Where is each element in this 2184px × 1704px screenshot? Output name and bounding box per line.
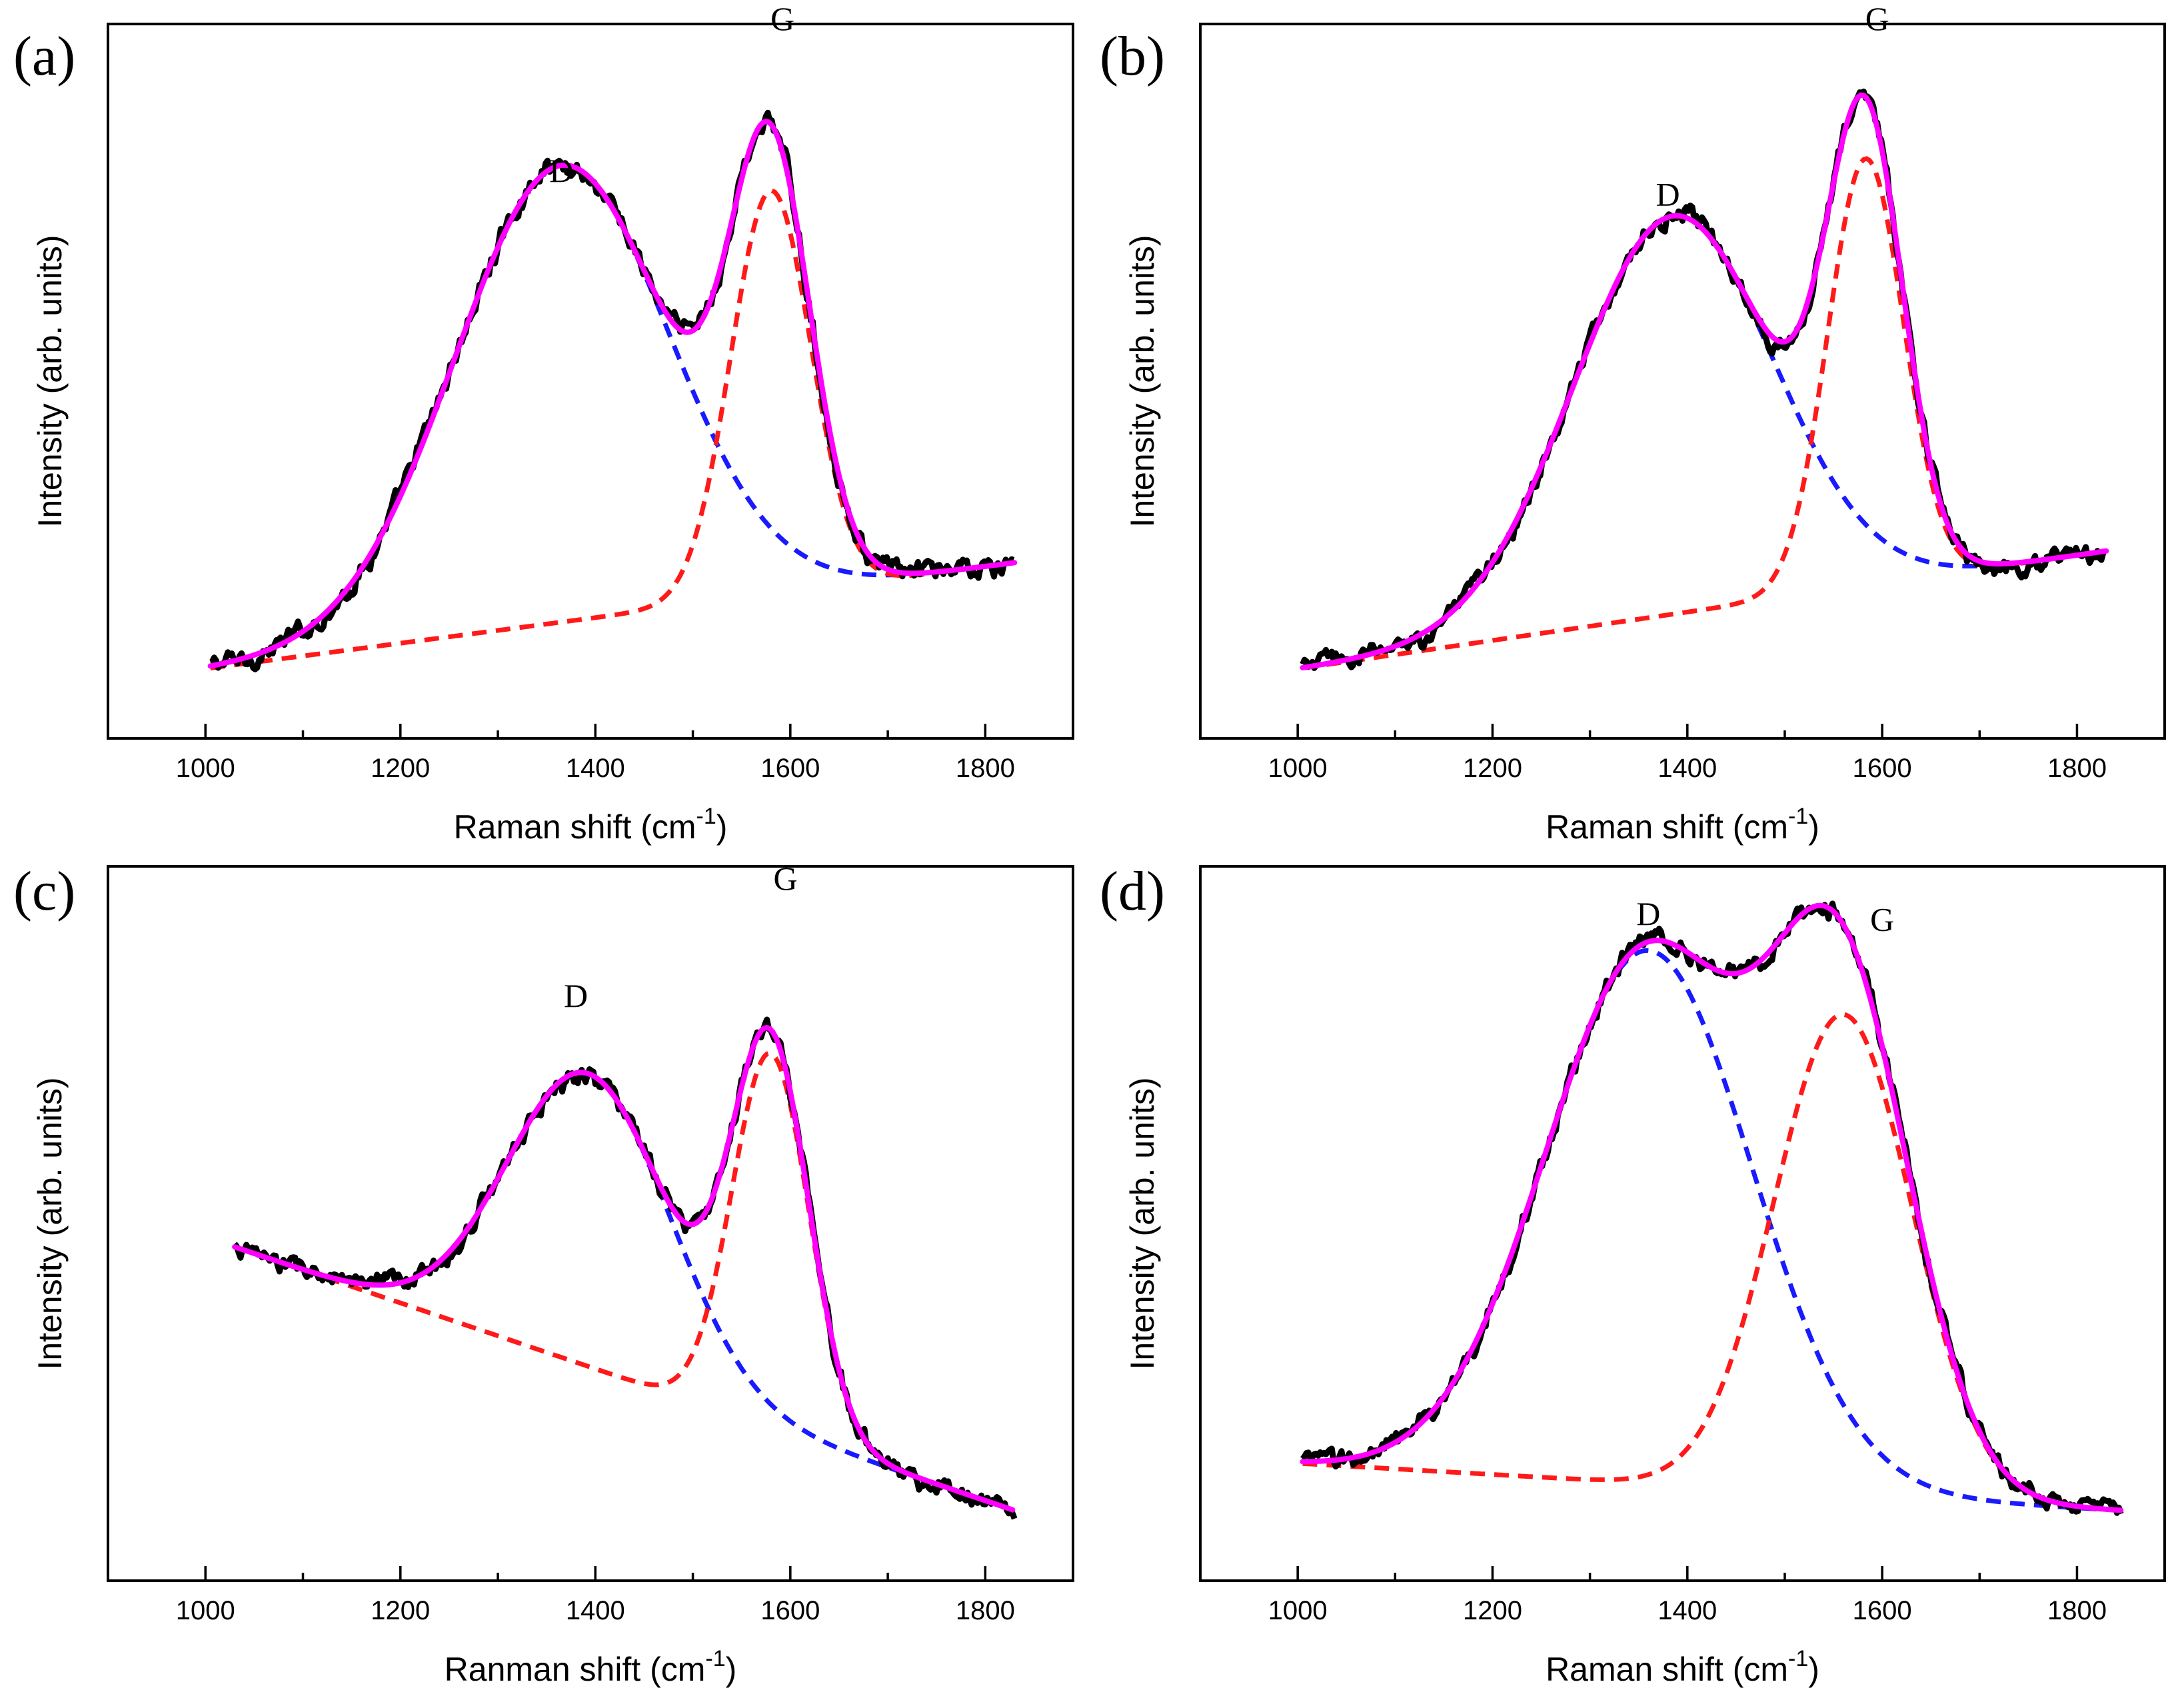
d-band-fit-line (209, 163, 1015, 668)
d-band-fit-line (1302, 948, 2121, 1513)
y-axis-title: Intensity (arb. units) (31, 235, 69, 527)
x-tick-label: 1800 (956, 1596, 1015, 1625)
x-tick-label: 1400 (566, 1596, 625, 1625)
panel-b: 1000 1200 1400 1600 1800 Raman shift (cm-1) In… (1100, 0, 2166, 846)
plot-area (1300, 900, 2124, 1516)
experimental-spectrum-line (1300, 88, 2107, 671)
x-tick-label: 1400 (1657, 754, 1717, 783)
d-band-fit-line (1302, 213, 2107, 670)
x-tick-label: 1800 (956, 754, 1015, 783)
experimental-spectrum-line (209, 109, 1015, 672)
peak-label-d: D (564, 977, 588, 1014)
x-tick-label: 1600 (760, 754, 820, 783)
g-band-fit-line (1302, 156, 2107, 671)
fitted-total-line (1300, 902, 2124, 1513)
panel-letter: (c) (13, 860, 75, 922)
x-tick-label: 1000 (1268, 1596, 1328, 1625)
fitted-total-line (232, 1024, 1016, 1513)
panel-letter: (b) (1100, 25, 1165, 87)
x-tick-label: 1200 (1463, 1596, 1522, 1625)
plot-frame (107, 23, 1074, 740)
y-axis-title: Intensity (arb. units) (31, 1077, 69, 1369)
x-tick-label: 1800 (2047, 754, 2107, 783)
x-tick-label: 1200 (371, 1596, 430, 1625)
x-tick-label: 1000 (176, 1596, 235, 1625)
g-band-fit-line (210, 188, 1015, 671)
x-tick-label: 1000 (1268, 754, 1328, 783)
x-axis-title: Raman shift (cm-1) (454, 804, 728, 846)
x-tick-label: 1000 (176, 754, 235, 783)
fitted-total-line (207, 118, 1018, 669)
x-axis-title: Ranman shift (cm-1) (445, 1646, 737, 1688)
x-axis-title: Raman shift (cm-1) (1546, 1646, 1819, 1688)
panel-c: 1000 1200 1400 1600 1800 Ranman shift (cm-1) I… (13, 860, 1074, 1688)
x-tick-label: 1600 (1853, 754, 1912, 783)
plot-frame (107, 865, 1074, 1582)
plot-frame (1199, 865, 2166, 1582)
peak-label-d: D (1656, 175, 1680, 213)
x-tick-label: 1800 (2047, 1596, 2107, 1625)
x-axis-title: Raman shift (cm-1) (1546, 804, 1819, 846)
x-tick-label: 1200 (371, 754, 430, 783)
panel-d: 1000 1200 1400 1600 1800 Raman shift (cm-1) In… (1100, 860, 2166, 1688)
experimental-spectrum-line (232, 1016, 1018, 1520)
y-axis-title: Intensity (arb. units) (1124, 1077, 1161, 1369)
peak-label-g: G (1865, 0, 1889, 37)
x-tick-label: 1600 (1853, 1596, 1912, 1625)
panel-letter: (d) (1100, 860, 1165, 922)
x-tick-label: 1600 (760, 1596, 820, 1625)
x-tick-label: 1400 (566, 754, 625, 783)
fitted-total-line (1300, 92, 2109, 670)
d-band-fit-line (233, 1070, 1014, 1512)
plot-frame (1199, 23, 2166, 740)
plot-area (1300, 88, 2109, 671)
y-axis-title: Intensity (arb. units) (1124, 235, 1161, 527)
peak-label-g: G (770, 0, 794, 37)
peak-label-g: G (1870, 901, 1894, 938)
peak-label-d: D (549, 152, 573, 189)
g-band-fit-line (1302, 1012, 2121, 1513)
x-tick-label: 1200 (1463, 754, 1522, 783)
peak-label-g: G (773, 860, 797, 897)
x-tick-label: 1400 (1657, 1596, 1717, 1625)
plot-area (232, 1016, 1018, 1520)
plot-area (207, 109, 1018, 672)
peak-label-d: D (1636, 895, 1660, 932)
panel-a: 1000 1200 1400 1600 1800 Raman shift (cm-1) In… (13, 0, 1074, 846)
panel-letter: (a) (13, 25, 75, 87)
